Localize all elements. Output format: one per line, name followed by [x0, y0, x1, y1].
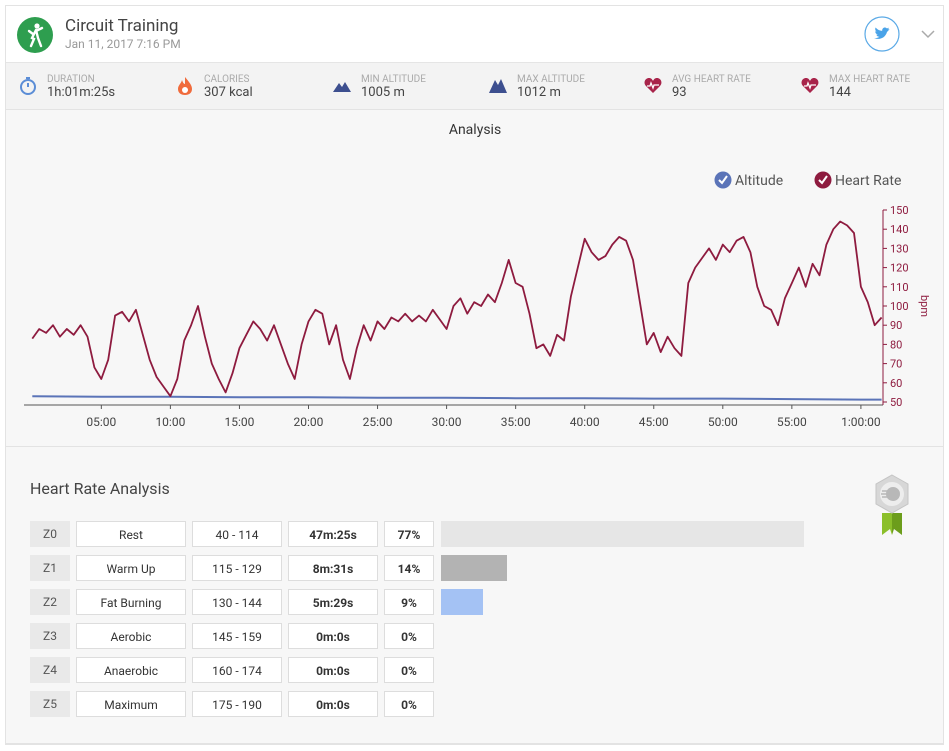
stat-icon: [175, 75, 195, 97]
stat-label: MAX ALTITUDE: [517, 74, 585, 85]
legend-label: Altitude: [735, 173, 783, 189]
y-tick-label: 110: [890, 281, 909, 294]
zone-range: 145 - 159: [192, 623, 282, 649]
activity-date: Jan 11, 2017 7:16 PM: [65, 37, 181, 51]
stat-value: 307 kcal: [204, 85, 253, 100]
legend-check: [818, 175, 828, 185]
zone-bar: [441, 589, 484, 615]
x-tick-label: 20:00: [294, 415, 324, 429]
zone-name: Anaerobic: [76, 657, 186, 683]
x-tick-label: 1:00:00: [841, 415, 881, 429]
x-tick-label: 05:00: [86, 415, 116, 429]
y-tick-label: 60: [890, 377, 902, 390]
y-tick-label: 50: [890, 396, 902, 409]
zone-percent: 0%: [384, 691, 434, 717]
stat-icon: [488, 75, 508, 97]
stat-value: 144: [829, 85, 851, 100]
x-tick-label: 15:00: [224, 415, 254, 429]
y-tick-label: 90: [890, 319, 902, 332]
x-tick-label: 55:00: [777, 415, 807, 429]
stat-icon: [800, 75, 820, 97]
expand-chevron[interactable]: [920, 28, 936, 40]
x-tick-label: 50:00: [708, 415, 738, 429]
zone-time: 0m:0s: [288, 657, 378, 683]
zone-range: 40 - 114: [192, 521, 282, 547]
stat-icon: [18, 75, 38, 97]
stat-icon: [332, 75, 352, 97]
x-tick-label: 10:00: [155, 415, 185, 429]
header: Circuit Training Jan 11, 2017 7:16 PM: [6, 6, 943, 63]
zone-percent: 0%: [384, 657, 434, 683]
zone-percent: 0%: [384, 623, 434, 649]
zone-name: Warm Up: [76, 555, 186, 581]
activity-icon: [17, 17, 53, 53]
stat-value: 93: [672, 85, 687, 100]
stat-label: MIN ALTITUDE: [361, 74, 426, 85]
zone-time: 5m:29s: [288, 589, 378, 615]
stats-bar: DURATION 1h:01m:25s CALORIES 307 kcal MIN AL…: [6, 63, 943, 110]
stat-value: 1012 m: [517, 85, 561, 100]
zone-bar: [441, 521, 804, 547]
activity-card: Circuit Training Jan 11, 2017 7:16 PM DU…: [5, 5, 944, 745]
stat-label: DURATION: [47, 74, 95, 85]
stat-value: 1h:01m:25s: [47, 85, 116, 100]
zone-name: Maximum: [76, 691, 186, 717]
zone-range: 115 - 129: [192, 555, 282, 581]
twitter-button[interactable]: [863, 15, 901, 53]
section-title: Heart Rate Analysis: [30, 479, 170, 498]
badge-icon: [875, 474, 909, 535]
stat-label: MAX HEART RATE: [829, 74, 911, 85]
legend-item[interactable]: Altitude: [714, 171, 784, 190]
y-axis-label: bpm: [918, 295, 931, 317]
chart-title: Analysis: [449, 122, 501, 138]
zone-id: Z0: [30, 521, 70, 547]
y-tick-label: 150: [890, 204, 909, 217]
zone-range: 175 - 190: [192, 691, 282, 717]
zone-time: 0m:0s: [288, 691, 378, 717]
zone-range: 160 - 174: [192, 657, 282, 683]
stat-value: 1005 m: [361, 85, 405, 100]
y-tick-label: 80: [890, 338, 902, 351]
y-tick-label: 120: [890, 262, 909, 275]
y-tick-label: 100: [890, 300, 909, 313]
y-tick-label: 140: [890, 223, 909, 236]
x-tick-label: 45:00: [639, 415, 669, 429]
zone-id: Z1: [30, 555, 70, 581]
zone-name: Fat Burning: [76, 589, 186, 615]
zone-id: Z3: [30, 623, 70, 649]
series-line: [31, 220, 883, 398]
activity-title: Circuit Training: [65, 16, 179, 36]
zone-bar: [441, 555, 507, 581]
zone-id: Z2: [30, 589, 70, 615]
y-tick-label: 130: [890, 242, 909, 255]
x-tick-label: 25:00: [363, 415, 393, 429]
stat-label: CALORIES: [204, 74, 250, 85]
zone-percent: 9%: [384, 589, 434, 615]
zone-id: Z5: [30, 691, 70, 717]
x-tick-label: 35:00: [501, 415, 531, 429]
zone-range: 130 - 144: [192, 589, 282, 615]
zone-name: Aerobic: [76, 623, 186, 649]
heart-rate-analysis: Heart Rate Analysis Z0 Rest 40 - 114 47m:25…: [6, 446, 943, 744]
zone-time: 47m:25s: [288, 521, 378, 547]
stat-icon: [643, 75, 663, 97]
zone-time: 0m:0s: [288, 623, 378, 649]
y-tick-label: 70: [890, 358, 902, 371]
zone-time: 8m:31s: [288, 555, 378, 581]
zone-name: Rest: [76, 521, 186, 547]
zone-percent: 14%: [384, 555, 434, 581]
legend-label: Heart Rate: [835, 173, 901, 189]
series-line: [32, 395, 882, 401]
x-tick-label: 30:00: [432, 415, 462, 429]
legend-check: [718, 175, 728, 185]
analysis-chart: Analysis 05:00 10:00 15:00 20:00 25:00 30:00 35…: [24, 122, 931, 429]
stat-label: AVG HEART RATE: [672, 74, 751, 85]
zone-id: Z4: [30, 657, 70, 683]
zone-percent: 77%: [384, 521, 434, 547]
legend-item[interactable]: Heart Rate: [814, 171, 902, 190]
x-tick-label: 40:00: [570, 415, 600, 429]
